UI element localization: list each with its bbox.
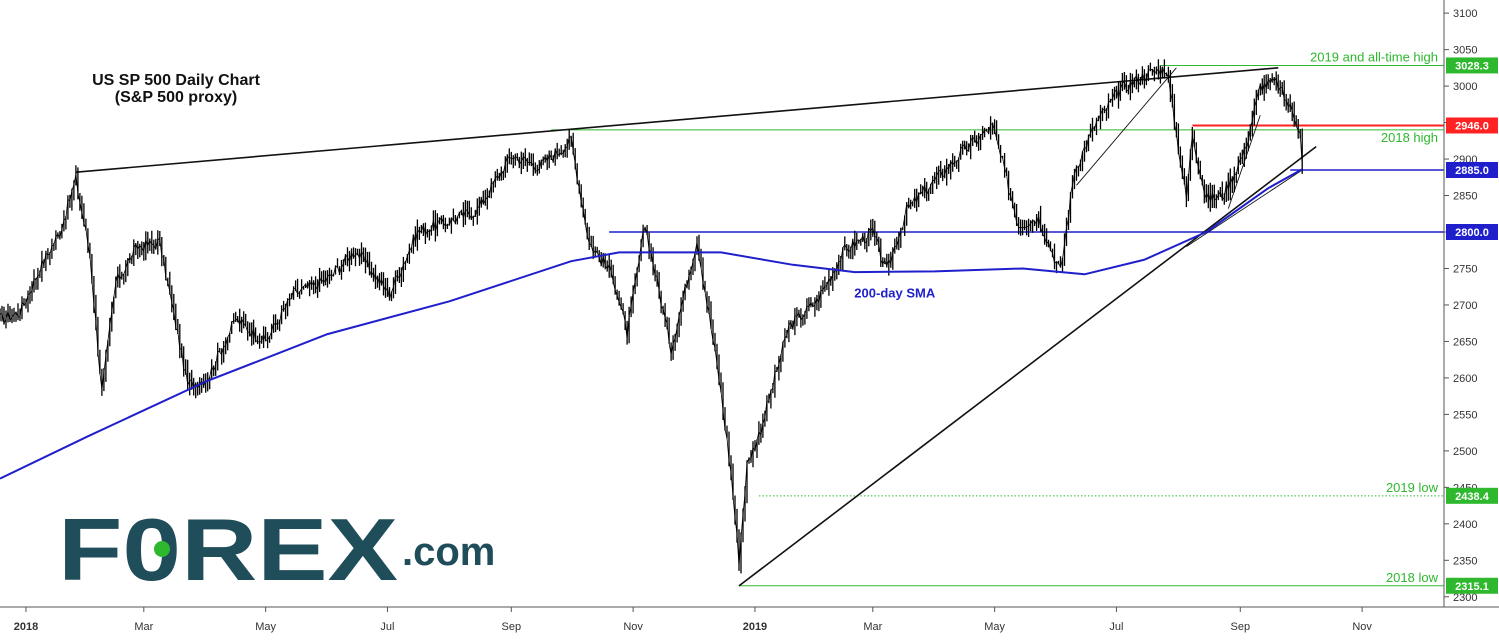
price-badge [1446, 224, 1498, 241]
price-badge-label: 3028.3 [1455, 60, 1489, 72]
forex-logo: F0REX .com [58, 500, 495, 599]
x-tick-label: May [984, 621, 1005, 633]
y-tick-label: 2400 [1453, 519, 1477, 531]
y-tick-label: 2500 [1453, 446, 1477, 458]
sma-series [0, 168, 1303, 480]
price-badge [1446, 161, 1498, 178]
level-annotation: 2018 high [1381, 130, 1438, 145]
x-tick-label: 2018 [14, 621, 38, 633]
y-tick-label: 2350 [1453, 555, 1477, 567]
y-tick-label: 3050 [1453, 45, 1477, 57]
price-badge [1446, 487, 1498, 504]
trend-line [75, 67, 1279, 173]
x-tick-label: 2019 [743, 621, 767, 633]
trend-line [1076, 67, 1177, 186]
trend-line [1186, 169, 1303, 247]
y-tick-label: 2600 [1453, 373, 1477, 385]
logo-accent-dot [154, 541, 170, 557]
level-annotation: 2018 low [1386, 570, 1439, 585]
price-badge-label: 2315.1 [1455, 581, 1489, 593]
logo-suffix-text: .com [402, 530, 495, 574]
trend-lines [75, 67, 1317, 587]
y-tick-label: 2850 [1453, 191, 1477, 203]
y-tick-label: 2300 [1453, 592, 1477, 604]
level-annotation: 2019 and all-time high [1310, 49, 1438, 64]
y-tick-label: 3100 [1453, 8, 1477, 20]
x-tick-label: Nov [1352, 621, 1372, 633]
x-tick-label: Jul [1109, 621, 1123, 633]
chart-title-line1: US SP 500 Daily Chart [92, 72, 260, 89]
trend-line [738, 146, 1317, 587]
y-tick-label: 2700 [1453, 300, 1477, 312]
price-badge [1446, 57, 1498, 74]
y-tick-label: 2650 [1453, 336, 1477, 348]
price-badge-label: 2800.0 [1455, 227, 1489, 239]
price-badge-label: 2885.0 [1455, 165, 1489, 177]
logo-main-text: F0REX [58, 500, 398, 599]
sma-200-line [0, 168, 1303, 480]
price-badge-label: 2438.4 [1455, 491, 1490, 503]
level-annotation: 2019 low [1386, 480, 1439, 495]
level-labels: 3028.3 2019 and all-time high 2946.0 2018 h… [854, 49, 1498, 594]
chart-title-line2: (S&P 500 proxy) [115, 89, 237, 106]
price-badge-label: 2946.0 [1455, 120, 1489, 132]
price-badge [1446, 117, 1498, 134]
sma-label: 200-day SMA [854, 286, 936, 301]
x-tick-label: Mar [863, 621, 882, 633]
x-tick-label: Jul [380, 621, 394, 633]
x-tick-label: Mar [134, 621, 153, 633]
y-tick-label: 2750 [1453, 263, 1477, 275]
x-tick-label: Sep [1230, 621, 1250, 633]
x-tick-label: Nov [623, 621, 643, 633]
y-tick-label: 2550 [1453, 409, 1477, 421]
price-badge [1446, 577, 1498, 594]
x-tick-label: May [255, 621, 276, 633]
y-tick-label: 3000 [1453, 81, 1477, 93]
x-tick-label: Sep [502, 621, 522, 633]
level-lines [551, 64, 1444, 587]
